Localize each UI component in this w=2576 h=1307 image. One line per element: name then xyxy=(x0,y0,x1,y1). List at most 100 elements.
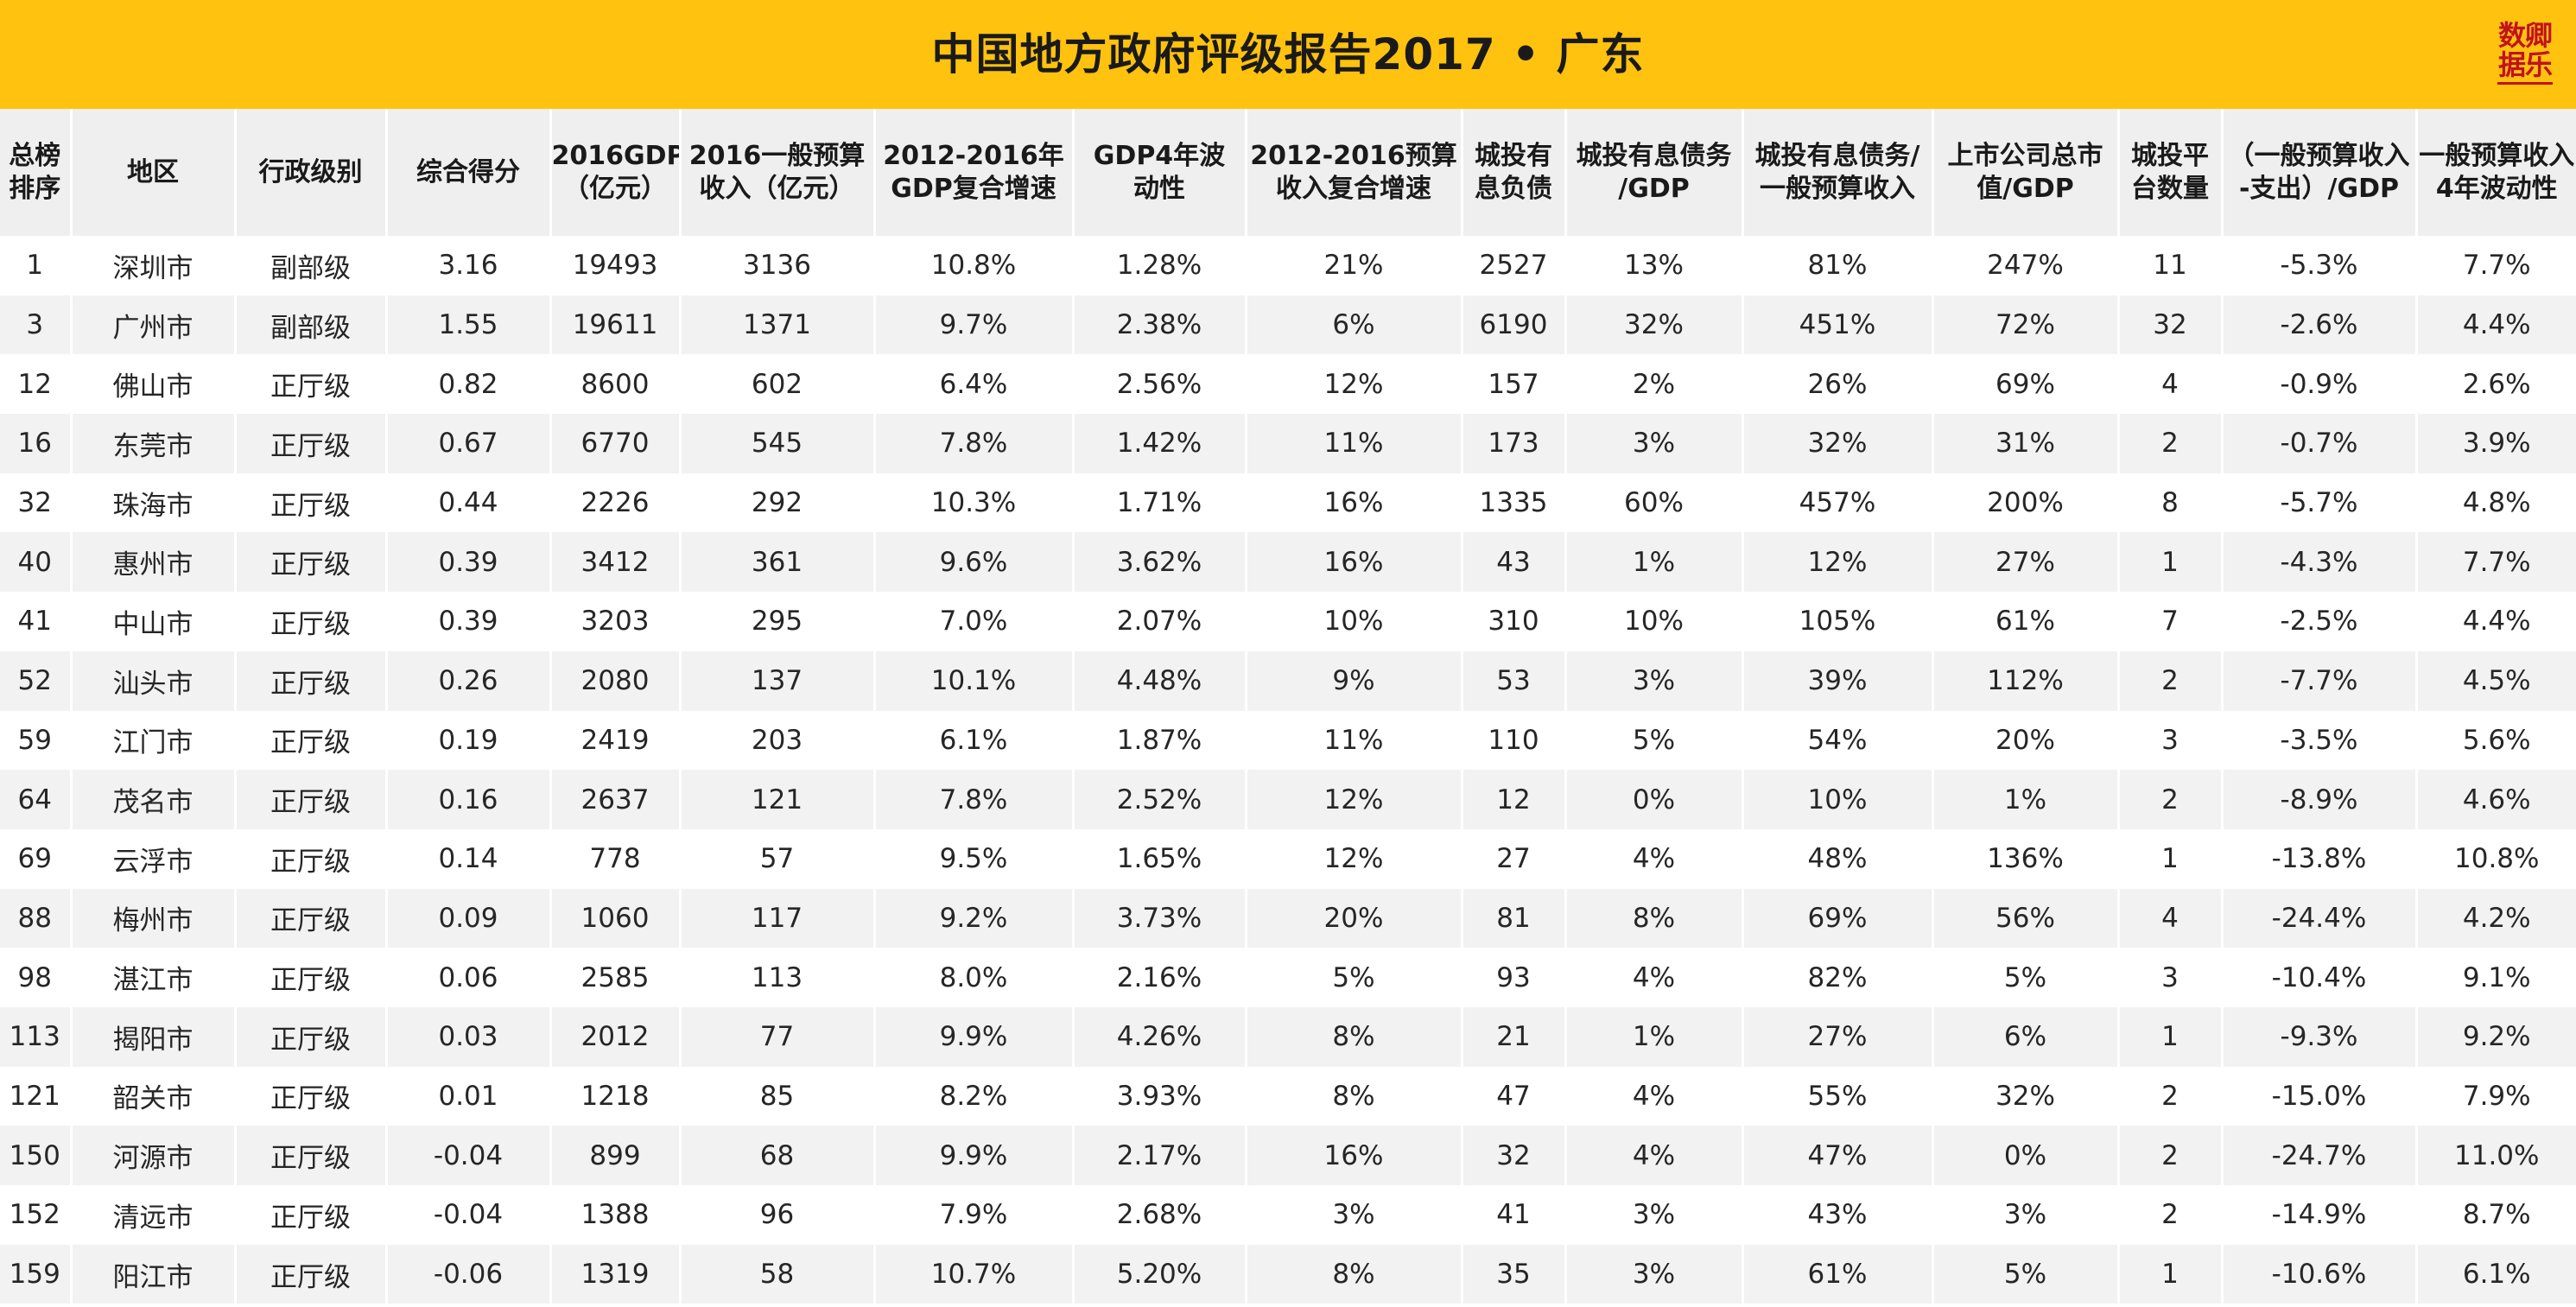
table-cell: 珠海市 xyxy=(69,473,235,533)
table-cell: 77 xyxy=(678,1006,874,1067)
table-cell: 52 xyxy=(0,650,71,711)
table-cell: 40 xyxy=(0,532,71,593)
table-cell: 7.7% xyxy=(2414,236,2576,295)
table-cell: 60% xyxy=(1564,473,1742,533)
table-cell: 8% xyxy=(1244,1006,1462,1067)
table-cell: -10.6% xyxy=(2220,1244,2416,1304)
brand-logo: 数卿 据乐 xyxy=(2493,16,2557,90)
table-cell: 1% xyxy=(1564,532,1742,593)
table-cell: 6% xyxy=(1244,295,1462,355)
table-row: 88 梅州市 正厅级 0.09 1060 117 9.2% 3.73% 20% 81 8% 69% 56… xyxy=(0,888,2576,949)
table-cell: 12 xyxy=(0,354,71,415)
table-cell: 295 xyxy=(678,592,874,651)
table-cell: 湛江市 xyxy=(69,948,235,1007)
table-cell: 61% xyxy=(1741,1244,1932,1304)
table-cell: 深圳市 xyxy=(69,236,235,295)
table-cell: 4% xyxy=(1564,948,1742,1007)
table-cell: 3.16 xyxy=(384,236,550,295)
table-cell: 48% xyxy=(1741,828,1932,889)
table-cell: 10.3% xyxy=(872,473,1073,533)
table-cell: 47% xyxy=(1741,1126,1932,1185)
table-cell: 61% xyxy=(1931,592,2118,651)
table-cell: 2 xyxy=(2116,1126,2222,1185)
table-cell: 69% xyxy=(1741,888,1932,949)
table-cell: 0.39 xyxy=(384,532,550,593)
table-cell: 3.93% xyxy=(1071,1066,1246,1126)
column-header-line: /GDP xyxy=(1618,173,1690,204)
table-cell: 11% xyxy=(1244,414,1462,473)
column-header: 行政级别 xyxy=(233,109,386,236)
column-header-line: 上市公司总市 xyxy=(1947,140,2103,171)
table-cell: 113 xyxy=(0,1006,71,1067)
table-cell: 0.26 xyxy=(384,650,550,711)
table-cell: 3% xyxy=(1564,650,1742,711)
table-cell: 98 xyxy=(0,948,71,1007)
table-cell: 3.73% xyxy=(1071,888,1246,949)
table-cell: -10.4% xyxy=(2220,948,2416,1007)
table-cell: 0.14 xyxy=(384,828,550,889)
column-header-line: 2012-2016预算 xyxy=(1250,140,1457,171)
table-cell: 150 xyxy=(0,1126,71,1185)
column-header-line: 总榜 xyxy=(9,140,61,171)
table-cell: 81 xyxy=(1460,888,1565,949)
table-cell: 31% xyxy=(1931,414,2118,473)
table-cell: 3.9% xyxy=(2414,414,2576,473)
table-cell: 1.71% xyxy=(1071,473,1246,533)
table-cell: 1 xyxy=(2116,828,2222,889)
table-cell: 正厅级 xyxy=(233,710,386,771)
table-cell: 47 xyxy=(1460,1066,1565,1126)
table-cell: 2.56% xyxy=(1071,354,1246,415)
table-cell: 0.06 xyxy=(384,948,550,1007)
table-row: 59 江门市 正厅级 0.19 2419 203 6.1% 1.87% 11% 110 5% 54% 2… xyxy=(0,710,2576,771)
table-cell: 3% xyxy=(1564,414,1742,473)
table-cell: 899 xyxy=(549,1126,680,1185)
table-cell: 41 xyxy=(0,592,71,651)
column-header-line: 一般预算收入 xyxy=(1760,173,1915,204)
title-banner xyxy=(0,0,2576,109)
table-cell: 4.5% xyxy=(2414,650,2576,711)
table-cell: 3% xyxy=(1564,1185,1742,1245)
table-cell: 451% xyxy=(1741,295,1932,355)
table-cell: 64 xyxy=(0,770,71,829)
table-cell: 9.9% xyxy=(872,1006,1073,1067)
ratings-table: 总榜 排序 地区 行政级别 综合得分 2016GDP （亿元） 2016一般预算 收入（亿元） 2… xyxy=(0,109,2576,1304)
table-row: 159 阳江市 正厅级 -0.06 1319 58 10.7% 5.20% 8% 35 3% 61% 5… xyxy=(0,1244,2576,1304)
table-cell: 1% xyxy=(1931,770,2118,829)
column-header-line: 城投有息债务 xyxy=(1576,140,1732,171)
table-cell: 5.6% xyxy=(2414,710,2576,771)
table-cell: 0.09 xyxy=(384,888,550,949)
table-cell: 85 xyxy=(678,1066,874,1126)
table-cell: 4% xyxy=(1564,1066,1742,1126)
table-cell: 4% xyxy=(1564,828,1742,889)
table-cell: 6.4% xyxy=(872,354,1073,415)
table-cell: 4.2% xyxy=(2414,888,2576,949)
table-cell: 41 xyxy=(1460,1185,1565,1245)
table-cell: 4.4% xyxy=(2414,295,2576,355)
table-cell: 1388 xyxy=(549,1185,680,1245)
table-cell: 正厅级 xyxy=(233,888,386,949)
table-cell: 2419 xyxy=(549,710,680,771)
table-cell: 12% xyxy=(1244,354,1462,415)
table-cell: 7.8% xyxy=(872,770,1073,829)
table-cell: 32% xyxy=(1741,414,1932,473)
table-cell: 正厅级 xyxy=(233,592,386,651)
table-cell: 9.2% xyxy=(2414,1006,2576,1067)
table-cell: 3.62% xyxy=(1071,532,1246,593)
table-cell: 21 xyxy=(1460,1006,1565,1067)
table-cell: 9.6% xyxy=(872,532,1073,593)
table-cell: 53 xyxy=(1460,650,1565,711)
table-cell: 正厅级 xyxy=(233,1126,386,1185)
table-cell: 8.7% xyxy=(2414,1185,2576,1245)
table-cell: 68 xyxy=(678,1126,874,1185)
table-cell: 32 xyxy=(1460,1126,1565,1185)
table-cell: 32% xyxy=(1931,1066,2118,1126)
table-row: 16 东莞市 正厅级 0.67 6770 545 7.8% 1.42% 11% 173 3% 32% 3… xyxy=(0,414,2576,473)
table-cell: 3% xyxy=(1564,1244,1742,1304)
table-cell: 26% xyxy=(1741,354,1932,415)
table-cell: 1319 xyxy=(549,1244,680,1304)
table-cell: 69 xyxy=(0,828,71,889)
column-header-line: 台数量 xyxy=(2131,173,2209,204)
table-cell: -24.7% xyxy=(2220,1126,2416,1185)
table-cell: 16 xyxy=(0,414,71,473)
column-header: （一般预算收入 -支出）/GDP xyxy=(2220,109,2416,236)
